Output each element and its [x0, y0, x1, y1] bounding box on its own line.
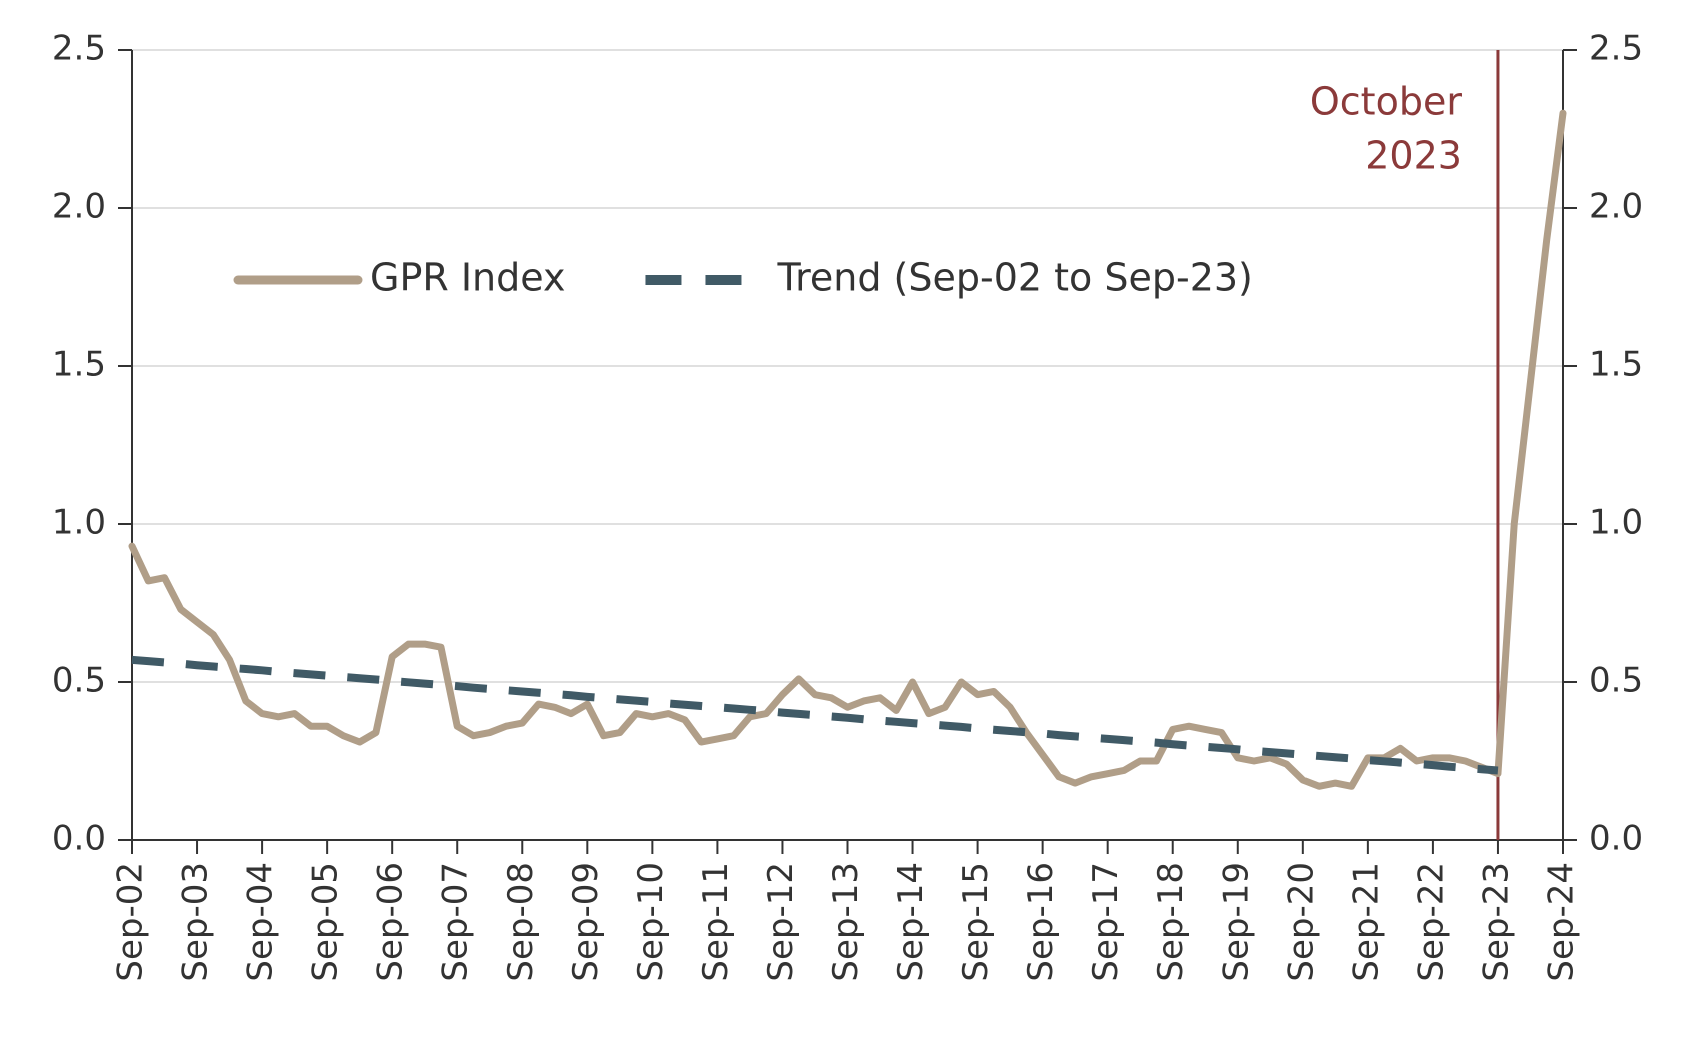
- x-tick-label: Sep-17: [1086, 862, 1126, 982]
- y2-tick-label: 2.0: [1589, 187, 1643, 227]
- x-tick-label: Sep-09: [566, 862, 606, 982]
- x-tick-label: Sep-14: [891, 862, 931, 982]
- x-tick-label: Sep-24: [1542, 862, 1582, 982]
- x-tick-label: Sep-20: [1281, 862, 1321, 982]
- x-tick-label: Sep-05: [306, 862, 346, 982]
- y-tick-label: 1.0: [52, 503, 106, 543]
- y-tick-label: 0.0: [52, 819, 106, 859]
- x-tick-label: Sep-11: [696, 862, 736, 982]
- series-line: [128, 109, 1567, 790]
- y-tick-label: 2.0: [52, 187, 106, 227]
- annotation-text: October: [1310, 80, 1462, 124]
- x-tick-label: Sep-12: [761, 862, 801, 982]
- x-tick-label: Sep-03: [176, 862, 216, 982]
- x-tick-label: Sep-15: [956, 862, 996, 982]
- x-tick-label: Sep-10: [631, 862, 671, 982]
- x-tick-label: Sep-07: [436, 862, 476, 982]
- x-tick-label: Sep-22: [1411, 862, 1451, 982]
- x-tick-label: Sep-08: [501, 862, 541, 982]
- y-tick-label: 1.5: [52, 345, 106, 385]
- x-tick-label: Sep-23: [1476, 862, 1516, 982]
- y-tick-label: 0.5: [52, 661, 106, 701]
- legend-label: Trend (Sep-02 to Sep-23): [776, 256, 1252, 300]
- y2-tick-label: 2.5: [1589, 29, 1643, 69]
- y2-tick-label: 0.0: [1589, 819, 1643, 859]
- y-tick-label: 2.5: [52, 29, 106, 69]
- x-tick-label: Sep-02: [111, 862, 151, 982]
- x-tick-label: Sep-13: [826, 862, 866, 982]
- x-tick-label: Sep-19: [1216, 862, 1256, 982]
- y2-tick-label: 1.5: [1589, 345, 1643, 385]
- y2-tick-label: 0.5: [1589, 661, 1643, 701]
- x-tick-label: Sep-21: [1346, 862, 1386, 982]
- series-line: [131, 655, 1499, 775]
- x-tick-label: Sep-18: [1151, 862, 1191, 982]
- annotation-text: 2023: [1365, 134, 1462, 178]
- y2-tick-label: 1.0: [1589, 503, 1643, 543]
- legend-label: GPR Index: [370, 256, 565, 300]
- x-tick-label: Sep-06: [371, 862, 411, 982]
- x-tick-label: Sep-04: [241, 862, 281, 982]
- x-tick-label: Sep-16: [1021, 862, 1061, 982]
